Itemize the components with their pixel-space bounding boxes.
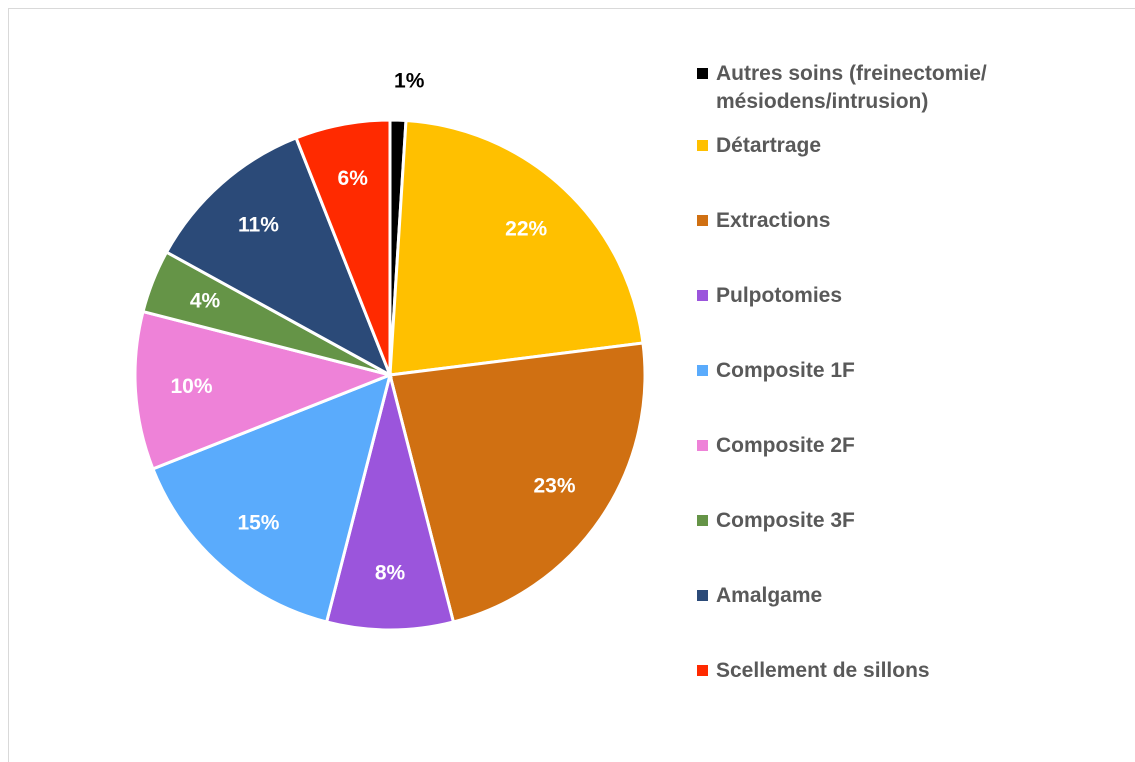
legend-swatch (697, 215, 708, 226)
pie-slice (133, 309, 395, 471)
data-label: 6% (338, 167, 369, 190)
pie-slice (388, 118, 645, 377)
legend-label: Détartrage (716, 134, 822, 157)
legend-swatch (697, 515, 708, 526)
legend-swatch (697, 365, 708, 376)
legend-item: Composite 2F (697, 432, 997, 460)
data-label: 1% (394, 70, 425, 93)
pie-slice (388, 341, 647, 624)
legend-label: Composite 1F (716, 359, 855, 382)
legend-item: Détartrage (697, 132, 997, 160)
legend-swatch (697, 140, 708, 151)
data-label: 10% (170, 375, 212, 398)
legend-label: Pulpotomies (716, 284, 843, 307)
legend-label: Autres soins (freinectomie/ mésiodens/in… (716, 62, 987, 113)
pie-slice (164, 135, 393, 379)
legend-swatch (697, 68, 708, 79)
frame (8, 8, 1135, 762)
legend-swatch (697, 590, 708, 601)
legend-label: Extractions (716, 209, 831, 232)
legend-item: Composite 1F (697, 357, 997, 385)
legend-label: Composite 2F (716, 434, 855, 457)
legend-item: Autres soins (freinectomie/ mésiodens/in… (697, 60, 997, 116)
legend-label: Scellement de sillons (716, 659, 930, 682)
pie-slice (324, 374, 456, 632)
legend-item: Pulpotomies (697, 282, 997, 310)
data-label: 4% (190, 289, 221, 312)
data-label: 8% (375, 561, 406, 584)
data-label: 11% (238, 213, 279, 236)
legend-item: Amalgame (697, 582, 997, 610)
legend-label: Composite 3F (716, 509, 855, 532)
data-label: 23% (533, 474, 575, 497)
legend-swatch (697, 290, 708, 301)
data-label: 15% (237, 512, 279, 535)
legend-label: Amalgame (716, 584, 823, 607)
legend-item: Scellement de sillons (697, 657, 997, 685)
pie-slice (294, 118, 392, 376)
legend-item: Extractions (697, 207, 997, 235)
legend-swatch (697, 665, 708, 676)
legend-swatch (697, 440, 708, 451)
pie-slice (150, 372, 393, 624)
data-label: 22% (505, 218, 547, 241)
legend-item: Composite 3F (697, 507, 997, 535)
